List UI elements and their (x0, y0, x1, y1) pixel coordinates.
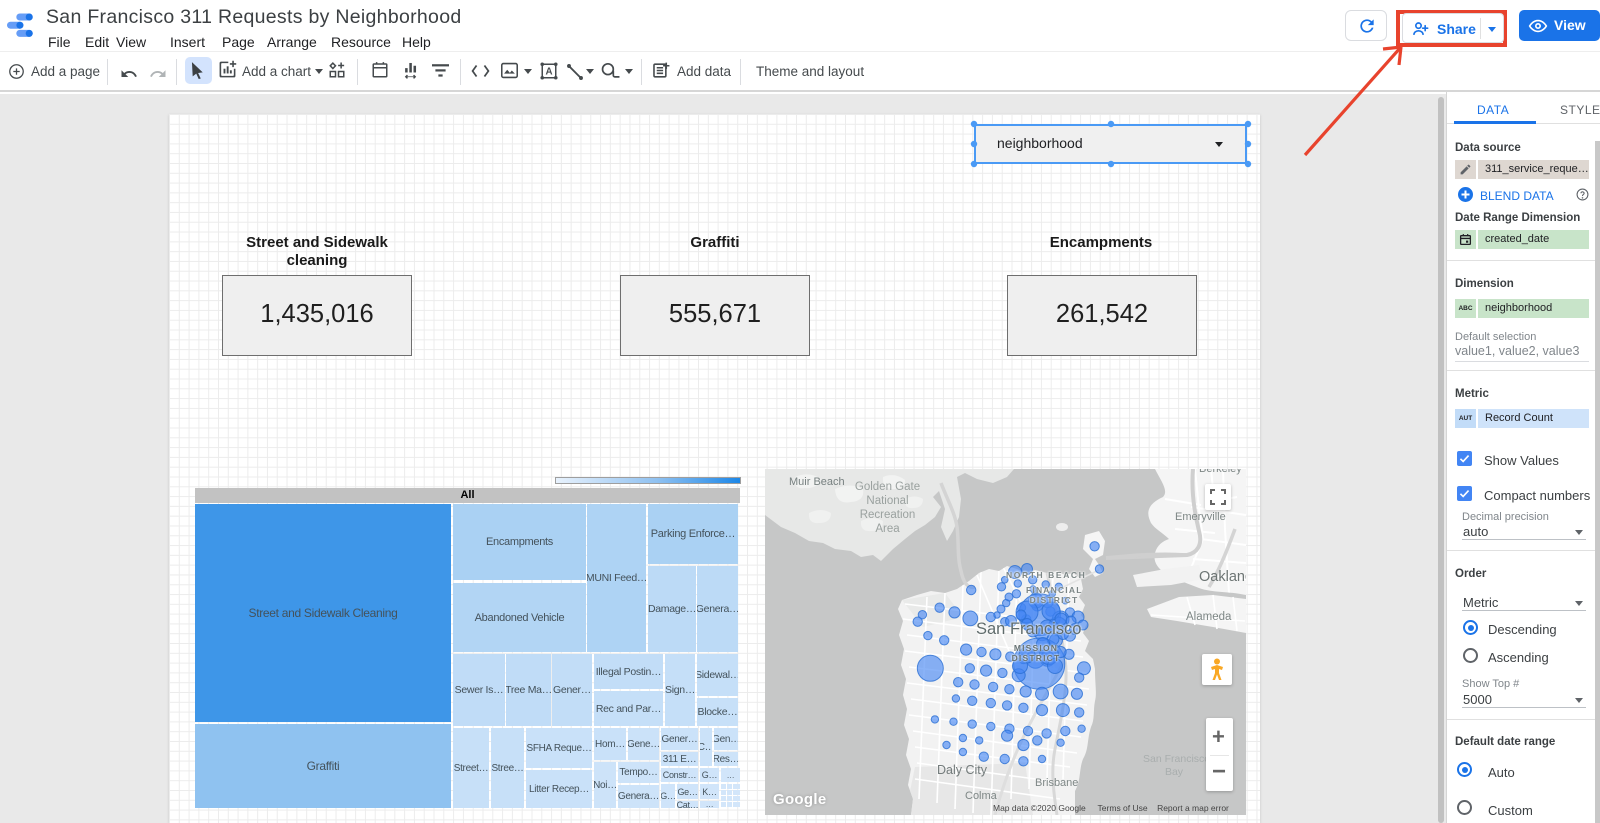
svg-text:A: A (545, 66, 552, 77)
